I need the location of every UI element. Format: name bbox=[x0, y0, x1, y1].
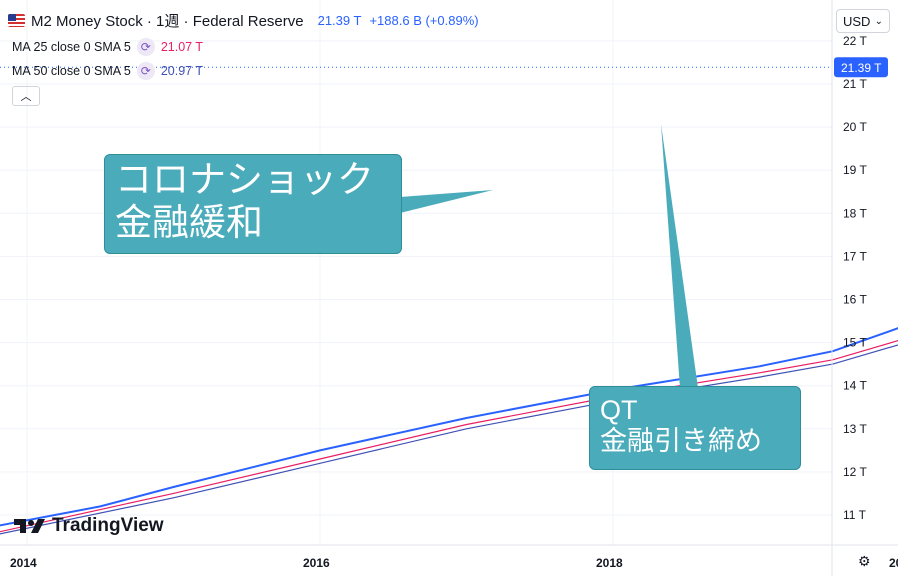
y-tick-label: 13 T bbox=[843, 422, 867, 436]
indicator-label: MA 25 close 0 SMA 5 bbox=[12, 40, 131, 54]
currency-select[interactable]: USD ⌄ bbox=[836, 9, 890, 33]
callout-line: 金融緩和 bbox=[115, 202, 263, 243]
x-axis: 201420162018202020222024 bbox=[0, 544, 898, 570]
callout-line: コロナショック bbox=[115, 159, 374, 200]
brand-name: TradingView bbox=[52, 515, 164, 536]
y-tick-label: 14 T bbox=[843, 379, 867, 393]
indicator-ma50[interactable]: MA 50 close 0 SMA 5 ⟳ 20.97 T bbox=[12, 62, 203, 80]
symbol-title[interactable]: M2 Money Stock · 1週 · Federal Reserve bbox=[31, 13, 304, 30]
indicator-value: 21.07 T bbox=[160, 40, 203, 54]
y-tick-label: 16 T bbox=[843, 293, 867, 307]
y-tick-label: 12 T bbox=[843, 465, 867, 479]
x-tick-label: 2020 bbox=[889, 556, 898, 570]
tradingview-logo[interactable]: TradingView bbox=[14, 515, 164, 537]
last-value-label: 21.39 T bbox=[841, 61, 882, 75]
callout-pointers bbox=[400, 124, 698, 388]
chart-header: M2 Money Stock · 1週 · Federal Reserve 21… bbox=[8, 10, 479, 31]
us-flag-icon bbox=[8, 14, 25, 27]
callout-line: QT bbox=[600, 395, 638, 425]
y-axis: 11 T 12 T 13 T 14 T 15 T 16 T 17 T 18 T 19 T 20 T… bbox=[831, 0, 888, 576]
y-tick-label: 17 T bbox=[843, 249, 867, 263]
y-tick-label: 18 T bbox=[843, 206, 867, 220]
y-tick-label: 19 T bbox=[843, 163, 867, 177]
last-price: 21.39 T bbox=[317, 13, 362, 28]
indicator-ma25[interactable]: MA 25 close 0 SMA 5 ⟳ 21.07 T bbox=[12, 38, 203, 56]
y-tick-label: 15 T bbox=[843, 336, 867, 350]
y-tick-label: 21 T bbox=[843, 77, 867, 91]
x-tick-label: 2016 bbox=[303, 556, 330, 570]
easing-pointer bbox=[400, 190, 493, 213]
y-tick-label: 22 T bbox=[843, 34, 867, 48]
qt-callout: QT 金融引き締め bbox=[589, 386, 801, 470]
y-tick-label: 20 T bbox=[843, 120, 867, 134]
refresh-icon[interactable]: ⟳ bbox=[136, 38, 155, 56]
x-tick-label: 2018 bbox=[596, 556, 623, 570]
price-change: +188.6 B (+0.89%) bbox=[369, 13, 479, 28]
settings-gear-icon[interactable]: ⚙ bbox=[858, 553, 871, 569]
tradingview-icon bbox=[14, 519, 45, 533]
indicator-label: MA 50 close 0 SMA 5 bbox=[12, 64, 131, 78]
chevron-up-icon: ︿ bbox=[20, 91, 32, 103]
qt-pointer bbox=[661, 124, 698, 388]
collapse-indicators-button[interactable]: ︿ bbox=[12, 86, 40, 106]
currency-value: USD bbox=[843, 13, 871, 29]
indicator-value: 20.97 T bbox=[160, 64, 203, 78]
refresh-icon[interactable]: ⟳ bbox=[136, 62, 155, 80]
easing-callout: コロナショック 金融緩和 bbox=[104, 154, 402, 254]
x-tick-label: 2014 bbox=[10, 556, 37, 570]
last-value-badge bbox=[834, 57, 888, 78]
callout-line: 金融引き締め bbox=[600, 426, 762, 456]
chevron-down-icon: ⌄ bbox=[874, 15, 883, 27]
y-tick-label: 11 T bbox=[843, 508, 867, 522]
